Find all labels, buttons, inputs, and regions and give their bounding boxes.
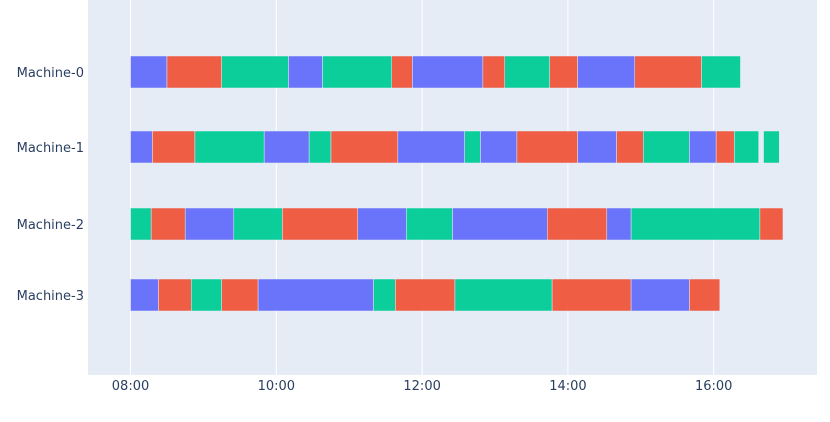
gantt-bar[interactable] [395,278,456,312]
gantt-bar[interactable] [263,130,310,164]
gantt-bar[interactable] [689,278,721,312]
gantt-bar[interactable] [221,278,259,312]
gantt-bar[interactable] [454,278,553,312]
x-tick-label: 14:00 [549,379,586,394]
gantt-bar[interactable] [322,55,392,89]
x-tick-label: 10:00 [258,379,295,394]
gantt-bar[interactable] [689,130,717,164]
gantt-bar[interactable] [630,207,761,241]
gantt-bar[interactable] [373,278,396,312]
gantt-bar[interactable] [150,207,186,241]
gantt-bar[interactable] [406,207,453,241]
gantt-bar[interactable] [630,278,690,312]
gantt-bar[interactable] [412,55,484,89]
gantt-bar[interactable] [606,207,632,241]
gantt-bar[interactable] [130,207,152,241]
gantt-bar[interactable] [482,55,505,89]
gantt-bar[interactable] [549,55,578,89]
gantt-bar[interactable] [282,207,358,241]
gantt-bar[interactable] [152,130,196,164]
gantt-bar[interactable] [130,278,159,312]
y-tick-label: Machine-0 [17,66,84,81]
gantt-bar[interactable] [257,278,374,312]
gantt-bar[interactable] [551,278,632,312]
bars-layer [130,55,784,312]
gantt-bar[interactable] [191,278,222,312]
gantt-bar[interactable] [397,130,465,164]
gantt-bar[interactable] [643,130,690,164]
gantt-bar[interactable] [194,130,265,164]
gantt-bar[interactable] [734,130,759,164]
gantt-bar[interactable] [715,130,735,164]
gantt-bar[interactable] [158,278,192,312]
gantt-bar[interactable] [480,130,518,164]
gantt-bar[interactable] [577,55,636,89]
y-tick-label: Machine-3 [17,289,84,304]
gantt-bar[interactable] [130,55,168,89]
gantt-bar[interactable] [759,207,784,241]
gantt-bar[interactable] [464,130,481,164]
gantt-bar[interactable] [288,55,323,89]
x-tick-label: 08:00 [112,379,149,394]
gantt-bar[interactable] [166,55,222,89]
gantt-bar[interactable] [452,207,548,241]
gantt-bar[interactable] [233,207,283,241]
x-axis-labels: 08:00 10:00 12:00 14:00 16:00 [112,379,733,394]
gantt-bar[interactable] [130,130,153,164]
gantt-bar[interactable] [357,207,407,241]
gantt-bar[interactable] [577,130,617,164]
gantt-bar[interactable] [516,130,578,164]
gantt-bar[interactable] [308,130,332,164]
gantt-bar[interactable] [763,130,780,164]
y-axis-labels: Machine-0 Machine-1 Machine-2 Machine-3 [17,66,84,304]
gantt-bar[interactable] [184,207,235,241]
x-tick-label: 12:00 [403,379,440,394]
gantt-bar[interactable] [616,130,644,164]
x-tick-label: 16:00 [695,379,732,394]
gantt-bar[interactable] [634,55,702,89]
y-tick-label: Machine-1 [17,141,84,156]
gantt-bar[interactable] [547,207,608,241]
gantt-bar[interactable] [701,55,741,89]
gantt-bar[interactable] [221,55,289,89]
gantt-bar[interactable] [330,130,399,164]
gantt-bar[interactable] [504,55,550,89]
y-tick-label: Machine-2 [17,218,84,233]
gantt-bar[interactable] [391,55,413,89]
